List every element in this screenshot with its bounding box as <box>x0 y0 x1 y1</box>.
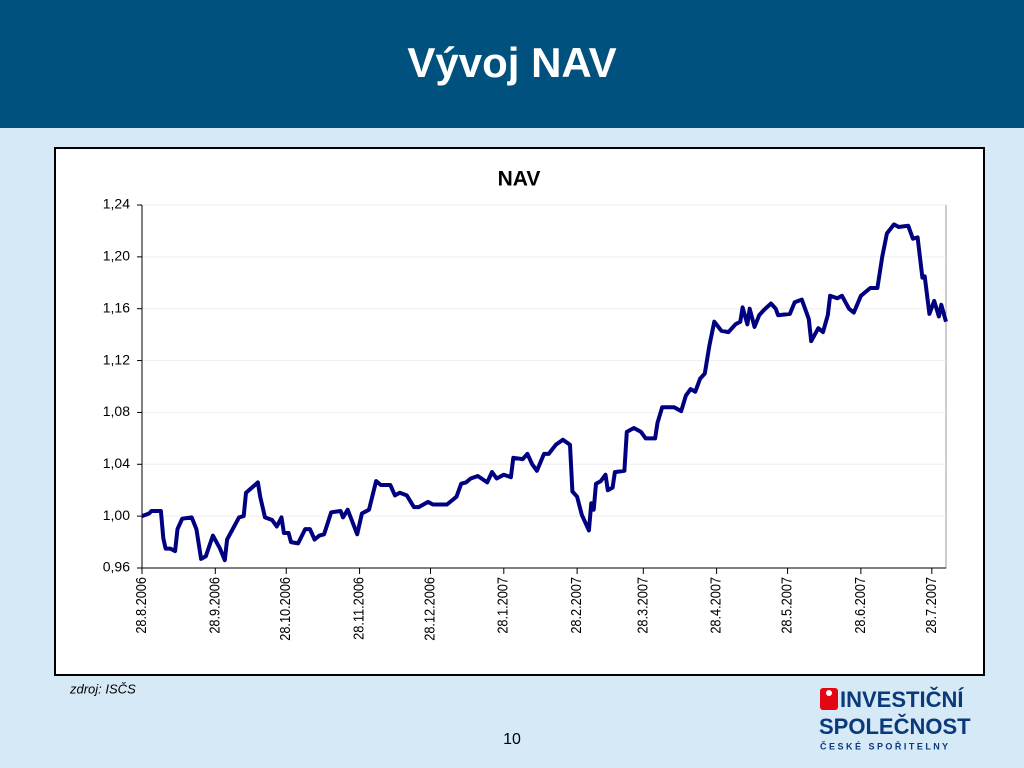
y-tick-label: 1,16 <box>103 299 130 315</box>
y-tick-label: 1,24 <box>103 196 130 212</box>
source-note: zdroj: ISČS <box>69 681 136 696</box>
nav-line <box>141 222 948 563</box>
y-tick-label: 1,08 <box>103 403 130 419</box>
chart-title: NAV <box>498 168 541 191</box>
x-tick-label: 28.7.2007 <box>922 577 939 634</box>
x-tick-label: 28.3.2007 <box>633 577 650 634</box>
logo: INVESTIČNÍ SPOLEČNOST Č E S K É S P O Ř … <box>819 687 971 752</box>
header-band <box>0 0 1024 128</box>
y-tick-label: 0,96 <box>103 559 130 575</box>
x-tick-label: 28.1.2007 <box>494 577 511 634</box>
x-tick-label: 28.4.2007 <box>707 577 724 634</box>
slide-title: Vývoj NAV <box>407 39 616 86</box>
x-tick-label: 28.6.2007 <box>851 577 868 634</box>
x-tick-label: 28.2.2007 <box>567 577 584 634</box>
x-tick-label: 28.5.2007 <box>778 577 795 634</box>
y-tick-label: 1,04 <box>103 455 130 471</box>
y-tick-label: 1,20 <box>103 248 130 264</box>
chart-frame <box>54 147 985 676</box>
logo-subline: Č E S K É S P O Ř I T E L N Y <box>820 740 948 751</box>
y-tick-label: 1,00 <box>103 507 130 523</box>
logo-icon-dot <box>826 690 832 696</box>
x-tick-label: 28.10.2006 <box>276 577 293 641</box>
x-tick-label: 28.12.2006 <box>420 577 437 641</box>
x-tick-label: 28.9.2006 <box>205 577 222 634</box>
logo-line: INVESTIČNÍ <box>840 687 964 712</box>
logo-icon <box>820 688 838 710</box>
page-number: 10 <box>503 731 521 748</box>
y-tick-label: 1,12 <box>103 351 130 367</box>
x-tick-label: 28.8.2006 <box>132 577 149 634</box>
x-tick-label: 28.11.2006 <box>350 577 367 640</box>
logo-line: SPOLEČNOST <box>819 714 971 739</box>
